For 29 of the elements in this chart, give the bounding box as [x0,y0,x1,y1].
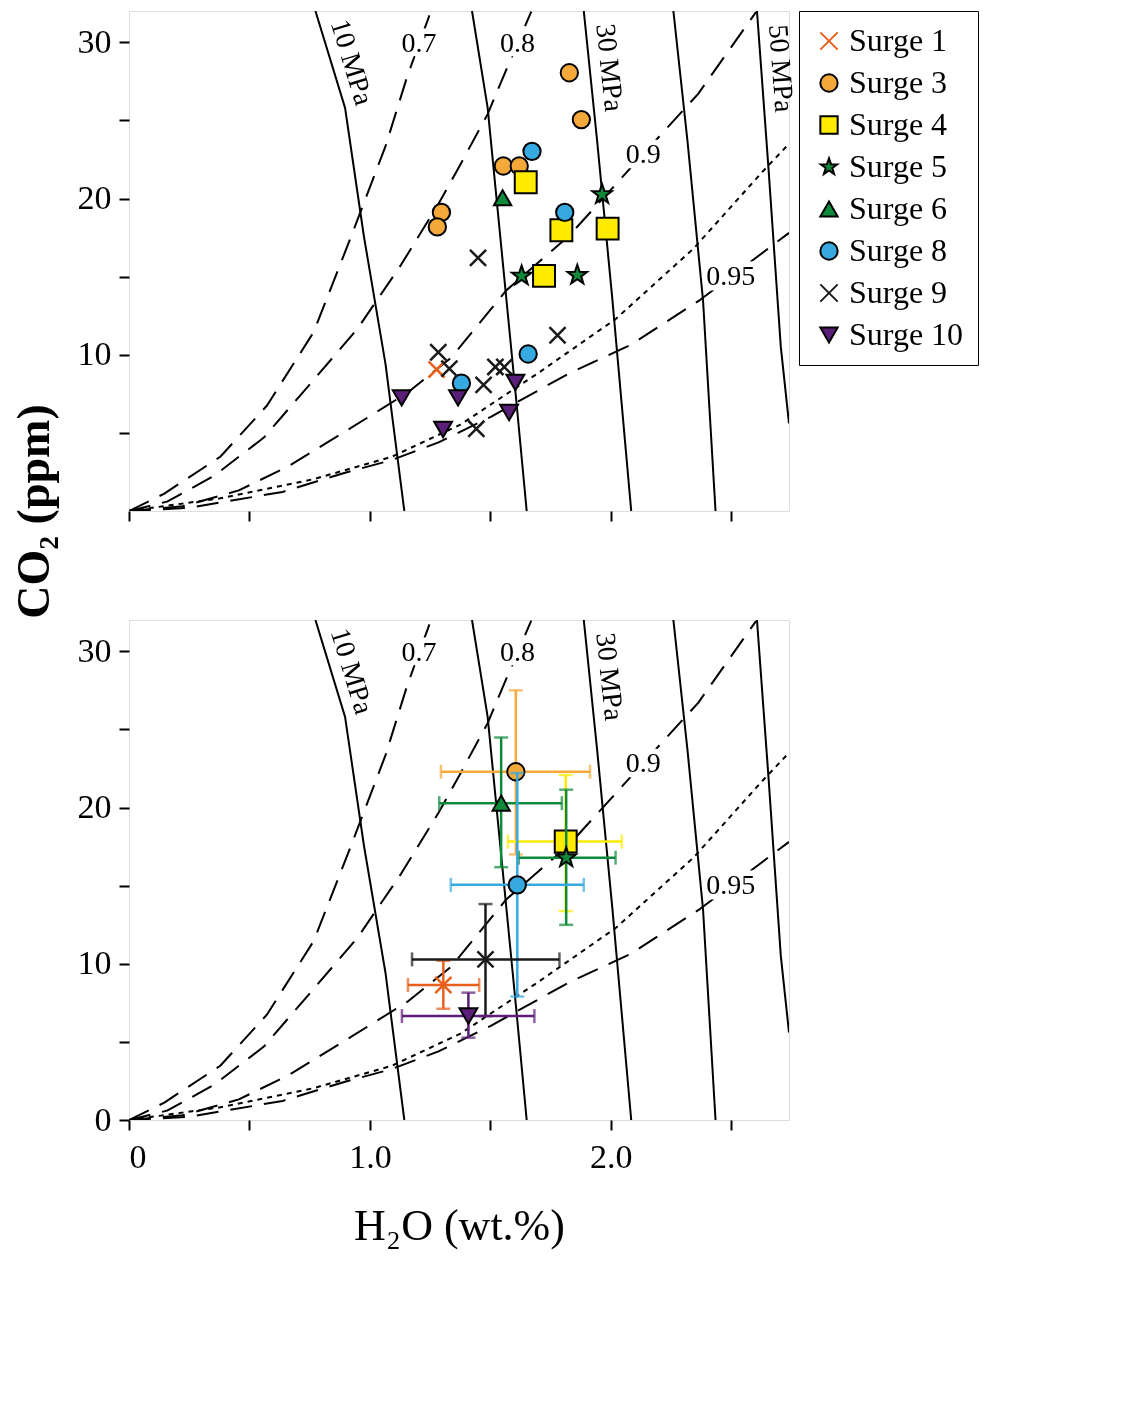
legend-label: Surge 10 [849,316,964,352]
y-tick-label: 10 [77,944,112,982]
annotation: 0.7 [401,635,437,667]
text: 30 MPa [590,22,631,114]
y-tick-label: 10 [77,335,112,373]
text: 50 MPa [763,23,801,114]
x-tick-label: 2.0 [590,1137,633,1175]
legend-label: Surge 6 [849,190,948,226]
y-axis-title: CO₂ (ppm) [7,404,59,619]
y-tick-label: 30 [77,631,112,669]
annotation: 0.9 [625,137,661,169]
text: 30 MPa [590,631,631,723]
legend-label: Surge 3 [849,64,948,100]
legend-label: Surge 4 [849,106,948,142]
y-tick-label: 20 [77,179,112,216]
y-tick-label: 30 [77,22,112,60]
x-tick-label: 0 [129,1137,147,1175]
legend-label: Surge 9 [849,274,948,310]
annotation: 0.9 [625,746,661,778]
y-tick-label: 0 [94,1100,112,1138]
y-tick-label: 20 [77,788,112,825]
legend-label: Surge 5 [849,148,948,184]
x-axis-title: H₂O (wt.%) [354,1200,565,1250]
legend-label: Surge 1 [849,22,948,58]
legend-label: Surge 8 [849,232,948,268]
text: 10 MPa [324,15,381,110]
annotation: 0.7 [401,26,437,58]
x-tick-label: 1.0 [349,1137,392,1175]
text: 10 MPa [324,624,381,719]
